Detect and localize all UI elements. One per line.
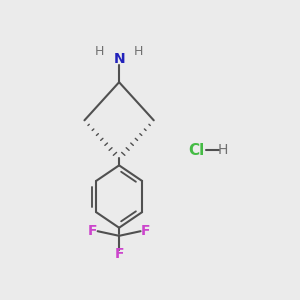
Text: F: F xyxy=(88,224,97,238)
Text: N: N xyxy=(113,52,125,66)
Text: H: H xyxy=(218,143,228,157)
Text: F: F xyxy=(141,224,150,238)
Text: Cl: Cl xyxy=(188,143,205,158)
Text: H: H xyxy=(134,44,143,58)
Text: F: F xyxy=(114,247,124,261)
Text: H: H xyxy=(95,44,104,58)
